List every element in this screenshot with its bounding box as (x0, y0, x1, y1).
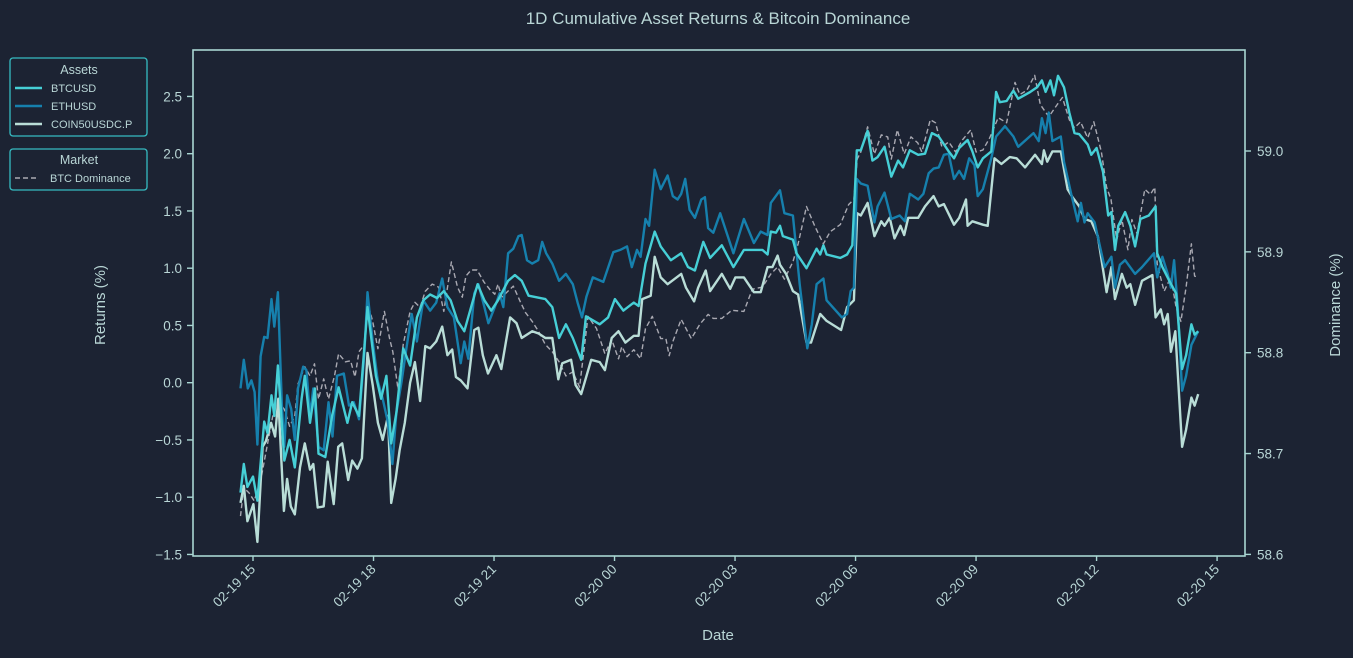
y-tick-label: 2.0 (163, 147, 182, 162)
y2-tick-label: 58.7 (1257, 447, 1283, 462)
legend-market: Market BTC Dominance (9, 148, 148, 191)
y2-tick-label: 58.8 (1257, 346, 1283, 361)
x-axis-ticks: 02-19 15 02-19 18 02-19 21 02-20 00 02-20 03… (210, 556, 1222, 610)
legend-label-dominance: BTC Dominance (50, 173, 131, 185)
legend-assets: Assets BTCUSD ETHUSD COIN50USDC.P (9, 57, 148, 137)
y2-tick-label: 59.0 (1257, 144, 1283, 159)
x-tick-label: 02-20 09 (933, 562, 981, 610)
y-tick-label: 0.0 (163, 376, 182, 391)
chart-title: 1D Cumulative Asset Returns & Bitcoin Do… (526, 9, 911, 28)
legend-assets-title: Assets (60, 63, 98, 77)
legend-label-coin50: COIN50USDC.P (51, 119, 132, 131)
legend-assets-frame (9, 57, 148, 137)
y-tick-label: −1.5 (155, 547, 182, 562)
series-line-ethusd (239, 111, 1200, 466)
legend-market-title: Market (60, 153, 99, 167)
x-tick-label: 02-20 12 (1053, 562, 1101, 610)
x-axis-label: Date (702, 627, 734, 644)
y2-axis-label: Dominance (%) (1327, 253, 1344, 356)
x-tick-label: 02-19 21 (451, 562, 499, 610)
x-tick-label: 02-20 15 (1174, 562, 1222, 610)
x-tick-label: 02-20 03 (692, 562, 740, 610)
series-line-coin50usdc-p (239, 149, 1200, 544)
x-tick-label: 02-20 06 (812, 562, 860, 610)
plot-frame (192, 49, 1246, 557)
y-tick-label: 1.0 (163, 261, 182, 276)
series-line-btc-dominance (239, 74, 1199, 517)
legend-label-btcusd: BTCUSD (51, 83, 96, 95)
y2-tick-label: 58.6 (1257, 547, 1283, 562)
y-tick-label: 2.5 (163, 89, 182, 104)
left-axis-ticks: −1.5 −1.0 −0.5 0.0 0.5 1.0 1.5 2.0 2.5 (155, 89, 193, 562)
x-tick-label: 02-19 18 (330, 562, 378, 610)
series-line-btcusd (239, 74, 1200, 502)
y-tick-label: 0.5 (163, 318, 182, 333)
x-tick-label: 02-19 15 (210, 562, 258, 610)
legend-label-ethusd: ETHUSD (51, 101, 96, 113)
legend-market-frame (9, 148, 148, 191)
y-tick-label: −1.0 (155, 490, 182, 505)
right-axis-ticks: 58.6 58.7 58.8 58.9 59.0 (1245, 144, 1283, 562)
y-axis-label: Returns (%) (92, 265, 109, 345)
plot-lines (239, 74, 1200, 544)
x-tick-label: 02-20 00 (571, 562, 619, 610)
y-tick-label: 1.5 (163, 204, 182, 219)
y2-tick-label: 58.9 (1257, 245, 1283, 260)
y-tick-label: −0.5 (155, 433, 182, 448)
